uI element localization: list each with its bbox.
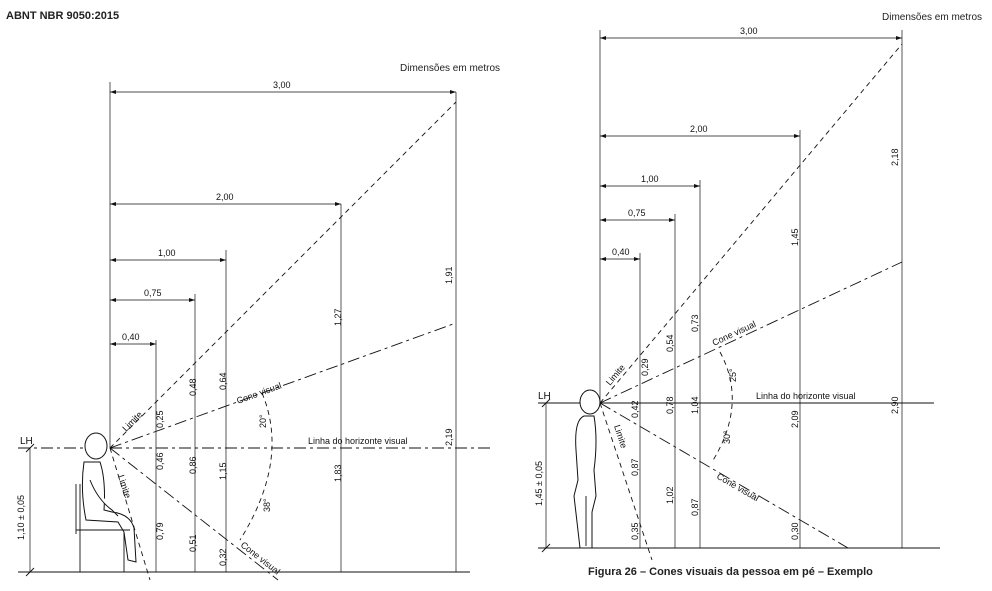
standing-angle-up: 25° bbox=[728, 368, 738, 382]
seated-limit-lower-label: Limite bbox=[116, 474, 133, 500]
standing-distance-100: 1,00 bbox=[641, 174, 659, 184]
seated-value: 0,64 bbox=[218, 372, 228, 390]
standing-limit-upper-line bbox=[599, 43, 903, 404]
standard-header: ABNT NBR 9050:2015 bbox=[6, 10, 120, 22]
seated-value: 1,91 bbox=[444, 266, 454, 284]
standing-person-figure bbox=[573, 389, 601, 549]
standing-value: 0,87 bbox=[690, 498, 700, 516]
seated-value: 0,79 bbox=[155, 522, 165, 540]
units-note-standing: Dimensões em metros bbox=[882, 12, 983, 23]
standing-distance-040: 0,40 bbox=[612, 247, 630, 257]
standing-lh-label: LH bbox=[538, 391, 551, 402]
standing-value: 1,04 bbox=[690, 396, 700, 414]
units-note-seated: Dimensões em metros bbox=[400, 63, 501, 74]
standing-distance-300: 3,00 bbox=[740, 26, 758, 36]
standing-distance-dims: 3,00 2,00 1,00 0,75 0,40 bbox=[600, 26, 903, 548]
seated-cone-upper-label: Cone visual bbox=[235, 380, 283, 405]
seated-eye-height: 1,10 ± 0,05 bbox=[16, 495, 26, 540]
standing-angle-down: 30° bbox=[722, 430, 732, 444]
standing-horizon-label: Linha do horizonte visual bbox=[756, 391, 856, 401]
standing-distance-075: 0,75 bbox=[628, 208, 646, 218]
seated-value: 0,51 bbox=[188, 534, 198, 552]
standing-value: 0,87 bbox=[630, 458, 640, 476]
seated-cone-upper-line bbox=[109, 322, 457, 449]
seated-value: 1,83 bbox=[333, 464, 343, 482]
standing-value: 0,29 bbox=[640, 358, 650, 376]
seated-cone-lower-label: Cone visual bbox=[239, 540, 282, 577]
standing-cone-lower-line bbox=[599, 402, 849, 549]
seated-value: 2,19 bbox=[444, 428, 454, 446]
standing-value: 1,02 bbox=[665, 486, 675, 504]
seated-distance-200: 2,00 bbox=[216, 192, 234, 202]
seated-angle-down: 38° bbox=[262, 498, 272, 512]
seated-lh-label: LH bbox=[20, 436, 33, 447]
standing-vertical-values: 0,29 0,42 0,87 0,35 0,54 0,78 1,02 0,73 … bbox=[630, 148, 900, 540]
seated-value: 0,32 bbox=[218, 548, 228, 566]
seated-person-figure bbox=[75, 432, 137, 572]
seated-limit-upper-label: Limite bbox=[120, 409, 144, 433]
seated-limit-upper-line bbox=[109, 101, 457, 449]
seated-value: 1,15 bbox=[218, 462, 228, 480]
standing-limit-lower-label: Limite bbox=[612, 424, 629, 450]
standing-value: 0,30 bbox=[790, 522, 800, 540]
standing-angle-arc bbox=[711, 351, 733, 463]
standing-cone-upper-label: Cone visual bbox=[711, 319, 758, 348]
seated-distance-040: 0,40 bbox=[122, 332, 140, 342]
standing-value: 2,90 bbox=[890, 396, 900, 414]
figure-caption: Figura 26 – Cones visuais da pessoa em p… bbox=[588, 566, 873, 578]
seated-horizon-label: Linha do horizonte visual bbox=[308, 436, 408, 446]
seated-angle-up: 20° bbox=[258, 414, 268, 428]
standing-cone-upper-line bbox=[599, 261, 903, 404]
standing-cone-lower-label: Cone visual bbox=[715, 471, 761, 503]
standing-value: 1,45 bbox=[790, 228, 800, 246]
seated-diagram: LH Linha do horizonte visual 1,10 ± 0,05… bbox=[16, 80, 494, 581]
standing-diagram: LH Linha do horizonte visual 1,45 ± 0,05… bbox=[534, 26, 940, 561]
standing-value: 0,78 bbox=[665, 396, 675, 414]
standing-value: 0,42 bbox=[630, 400, 640, 418]
standing-value: 0,73 bbox=[690, 314, 700, 332]
standing-value: 0,35 bbox=[630, 522, 640, 540]
seated-value: 0,25 bbox=[155, 410, 165, 428]
seated-distance-075: 0,75 bbox=[144, 288, 162, 298]
seated-distance-dims: 3,00 2,00 1,00 0,75 0,40 bbox=[110, 80, 457, 572]
seated-cone-lower-line bbox=[109, 447, 279, 581]
seated-limit-lower-line bbox=[109, 447, 151, 581]
standing-value: 2,09 bbox=[790, 410, 800, 428]
seated-value: 1,27 bbox=[333, 308, 343, 326]
standing-eye-height: 1,45 ± 0,05 bbox=[534, 461, 544, 506]
seated-value: 0,48 bbox=[188, 378, 198, 396]
seated-distance-100: 1,00 bbox=[158, 248, 176, 258]
standing-value: 2,18 bbox=[890, 148, 900, 166]
seated-vertical-values: 0,25 0,46 0,79 0,48 0,86 0,51 0,64 1,15 … bbox=[155, 266, 454, 566]
standing-limit-lower-line bbox=[599, 402, 653, 561]
seated-value: 0,86 bbox=[188, 456, 198, 474]
standing-value: 0,54 bbox=[665, 334, 675, 352]
standing-distance-200: 2,00 bbox=[690, 124, 708, 134]
seated-value: 0,46 bbox=[155, 452, 165, 470]
seated-distance-300: 3,00 bbox=[273, 80, 291, 90]
